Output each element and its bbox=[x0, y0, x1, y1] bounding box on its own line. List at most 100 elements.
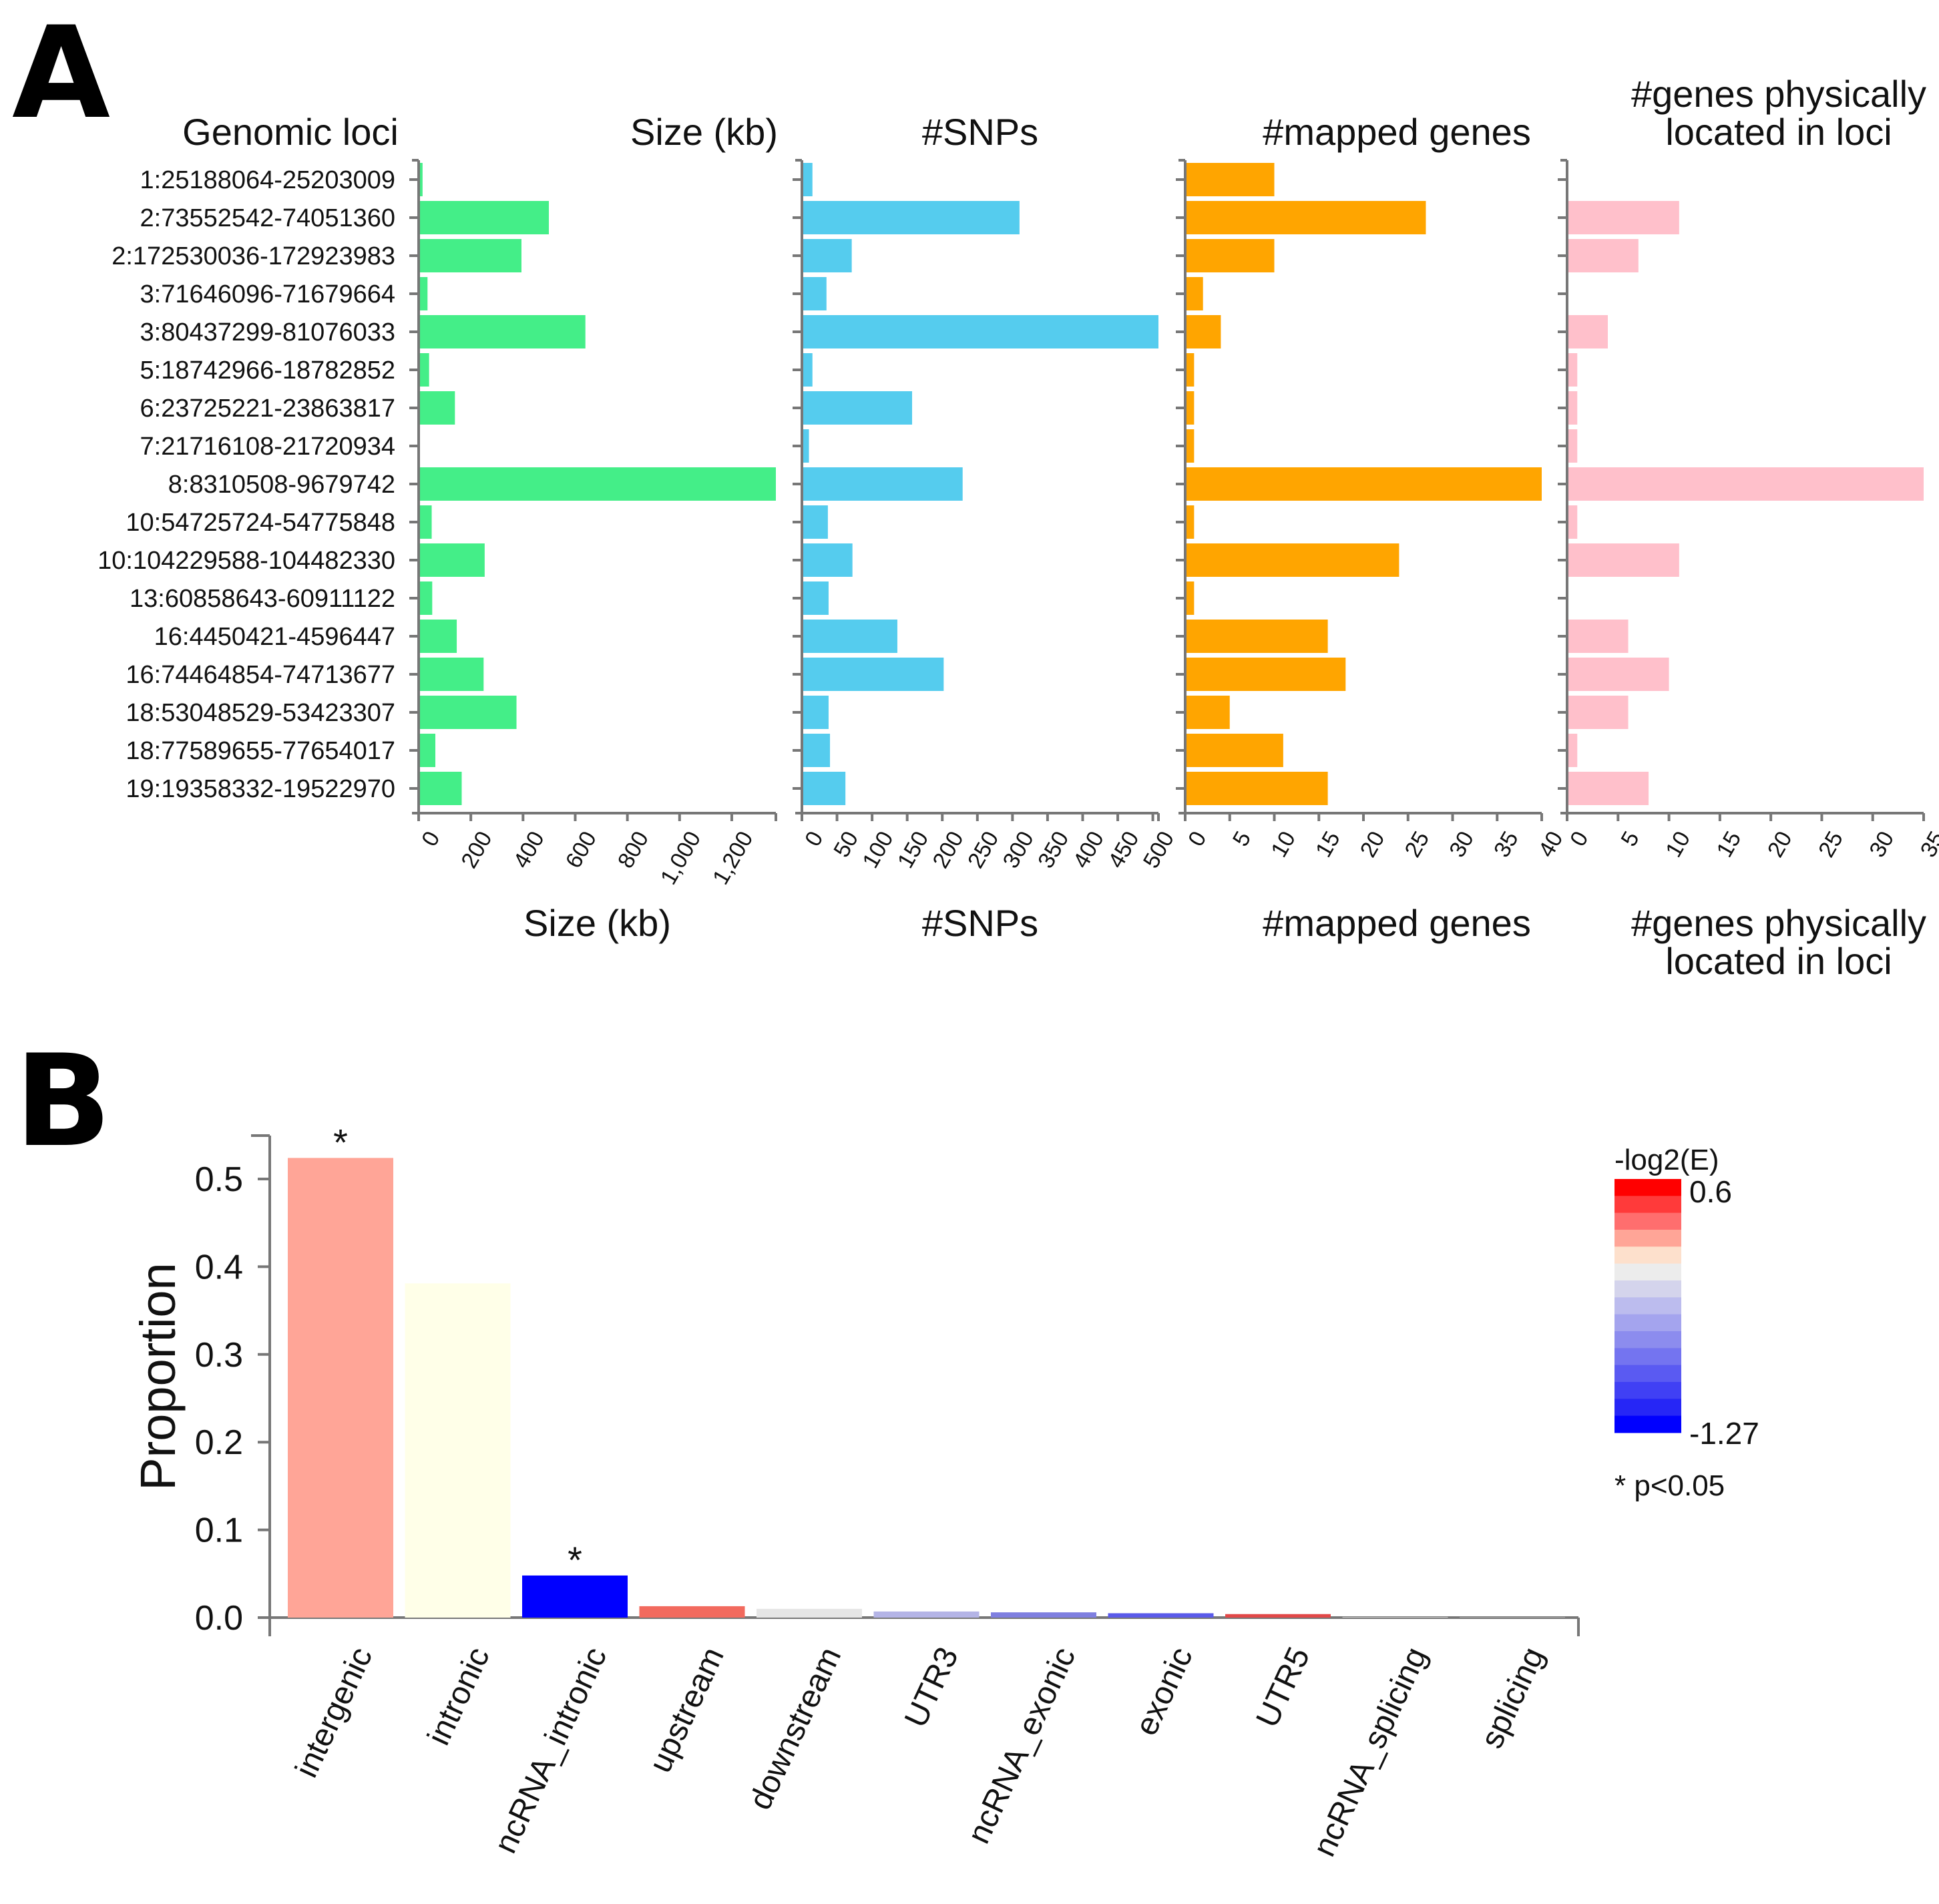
x-tick-label: 30 bbox=[1864, 827, 1899, 862]
x-axis-label: #genes physically bbox=[1631, 902, 1926, 944]
x-tick-label: 400 bbox=[1068, 827, 1109, 873]
x-axis-label: #mapped genes bbox=[1263, 902, 1531, 944]
x-tick-label: 35 bbox=[1489, 827, 1524, 862]
x-tick-label: 20 bbox=[1763, 827, 1797, 862]
x-tick-label: downstream bbox=[742, 1642, 849, 1815]
bar bbox=[1185, 467, 1542, 501]
bar bbox=[1185, 581, 1195, 615]
x-tick-label: 5 bbox=[1228, 827, 1256, 851]
bar bbox=[802, 543, 853, 577]
bar bbox=[1567, 505, 1578, 539]
panel-b-label: B bbox=[15, 1027, 112, 1175]
bar bbox=[1567, 543, 1679, 577]
bar bbox=[1185, 201, 1426, 234]
bar bbox=[802, 620, 897, 653]
bar bbox=[1185, 239, 1275, 272]
bar bbox=[802, 581, 829, 615]
bar bbox=[1185, 734, 1283, 767]
bar bbox=[419, 696, 517, 729]
panel-title: located in loci bbox=[1665, 111, 1892, 153]
bar bbox=[419, 581, 433, 615]
legend-swatch bbox=[1614, 1399, 1681, 1417]
genomic-loci-header: Genomic loci bbox=[182, 111, 399, 153]
locus-label: 16:4450421-4596447 bbox=[154, 623, 395, 651]
legend-swatch bbox=[1614, 1280, 1681, 1298]
y-tick-label: 0.4 bbox=[195, 1248, 243, 1286]
panel-title: #genes physically bbox=[1631, 73, 1926, 115]
bar bbox=[1185, 277, 1203, 310]
bar bbox=[802, 467, 963, 501]
bar bbox=[1567, 353, 1578, 387]
bar bbox=[1185, 391, 1195, 425]
x-tick-label: 300 bbox=[998, 827, 1039, 873]
locus-label: 3:71646096-71679664 bbox=[140, 280, 396, 308]
x-tick-label: 400 bbox=[509, 827, 550, 873]
x-tick-label: intergenic bbox=[288, 1642, 379, 1782]
x-axis-label: #SNPs bbox=[922, 902, 1038, 944]
bar bbox=[1108, 1613, 1214, 1618]
bar bbox=[1342, 1617, 1448, 1618]
x-tick-label: 0 bbox=[1565, 827, 1593, 851]
bar bbox=[802, 315, 1158, 348]
x-tick-label: 15 bbox=[1311, 827, 1345, 862]
legend-swatch bbox=[1614, 1179, 1681, 1196]
legend-swatch bbox=[1614, 1196, 1681, 1214]
bar bbox=[639, 1606, 745, 1618]
bar bbox=[405, 1283, 511, 1618]
bar bbox=[419, 201, 550, 234]
x-tick-label: splicing bbox=[1474, 1642, 1552, 1753]
bar bbox=[1567, 467, 1924, 501]
bar bbox=[991, 1612, 1096, 1618]
x-tick-label: 25 bbox=[1399, 827, 1434, 862]
bar bbox=[1185, 620, 1328, 653]
locus-label: 18:77589655-77654017 bbox=[126, 737, 395, 765]
bar bbox=[802, 696, 829, 729]
x-tick-label: intronic bbox=[421, 1642, 496, 1750]
legend-swatch bbox=[1614, 1246, 1681, 1264]
bar bbox=[802, 239, 852, 272]
legend-swatch bbox=[1614, 1230, 1681, 1247]
x-tick-label: 20 bbox=[1355, 827, 1390, 862]
x-tick-label: 5 bbox=[1616, 827, 1644, 851]
x-tick-label: 0 bbox=[417, 827, 445, 851]
x-tick-label: ncRNA_exonic bbox=[961, 1642, 1082, 1849]
locus-label: 5:18742966-18782852 bbox=[140, 356, 396, 385]
x-tick-label: 1,200 bbox=[708, 827, 758, 889]
colorscale-legend: -log2(E) 0.6 -1.27 * p<0.05 bbox=[1614, 1144, 1759, 1502]
bar bbox=[802, 201, 1020, 234]
bar bbox=[802, 163, 813, 196]
x-tick-label: ncRNA_intronic bbox=[487, 1642, 614, 1859]
legend-min-label: -1.27 bbox=[1689, 1416, 1759, 1451]
x-tick-label: 30 bbox=[1444, 827, 1479, 862]
bar bbox=[1185, 315, 1221, 348]
legend-swatch bbox=[1614, 1297, 1681, 1315]
bar bbox=[419, 772, 462, 805]
legend-color-steps bbox=[1614, 1179, 1681, 1433]
bar bbox=[802, 391, 913, 425]
locus-label: 3:80437299-81076033 bbox=[140, 318, 396, 346]
bar bbox=[419, 658, 484, 691]
bar bbox=[802, 505, 828, 539]
legend-swatch bbox=[1614, 1212, 1681, 1230]
x-tick-label: 250 bbox=[963, 827, 1004, 873]
bar bbox=[802, 353, 813, 387]
panel-title: #SNPs bbox=[922, 111, 1038, 153]
x-tick-label: 200 bbox=[927, 827, 968, 873]
x-tick-label: exonic bbox=[1128, 1642, 1200, 1740]
locus-label: 6:23725221-23863817 bbox=[140, 395, 396, 423]
bar bbox=[419, 505, 432, 539]
locus-label: 8:8310508-9679742 bbox=[168, 471, 395, 499]
y-tick-label: 0.3 bbox=[195, 1336, 243, 1375]
x-tick-label: 500 bbox=[1138, 827, 1179, 873]
bar bbox=[1185, 696, 1230, 729]
locus-label: 16:74464854-74713677 bbox=[126, 661, 395, 689]
x-tick-label: 0 bbox=[800, 827, 828, 851]
legend-swatch bbox=[1614, 1331, 1681, 1349]
bar bbox=[1185, 543, 1399, 577]
panel-title: Size (kb) bbox=[630, 111, 778, 153]
bar bbox=[419, 277, 428, 310]
annotation-chart: 0.0 0.1 0.2 0.3 0.4 0.5 Proportion * intergenic i… bbox=[130, 1121, 1580, 1862]
legend-swatch bbox=[1614, 1415, 1681, 1433]
